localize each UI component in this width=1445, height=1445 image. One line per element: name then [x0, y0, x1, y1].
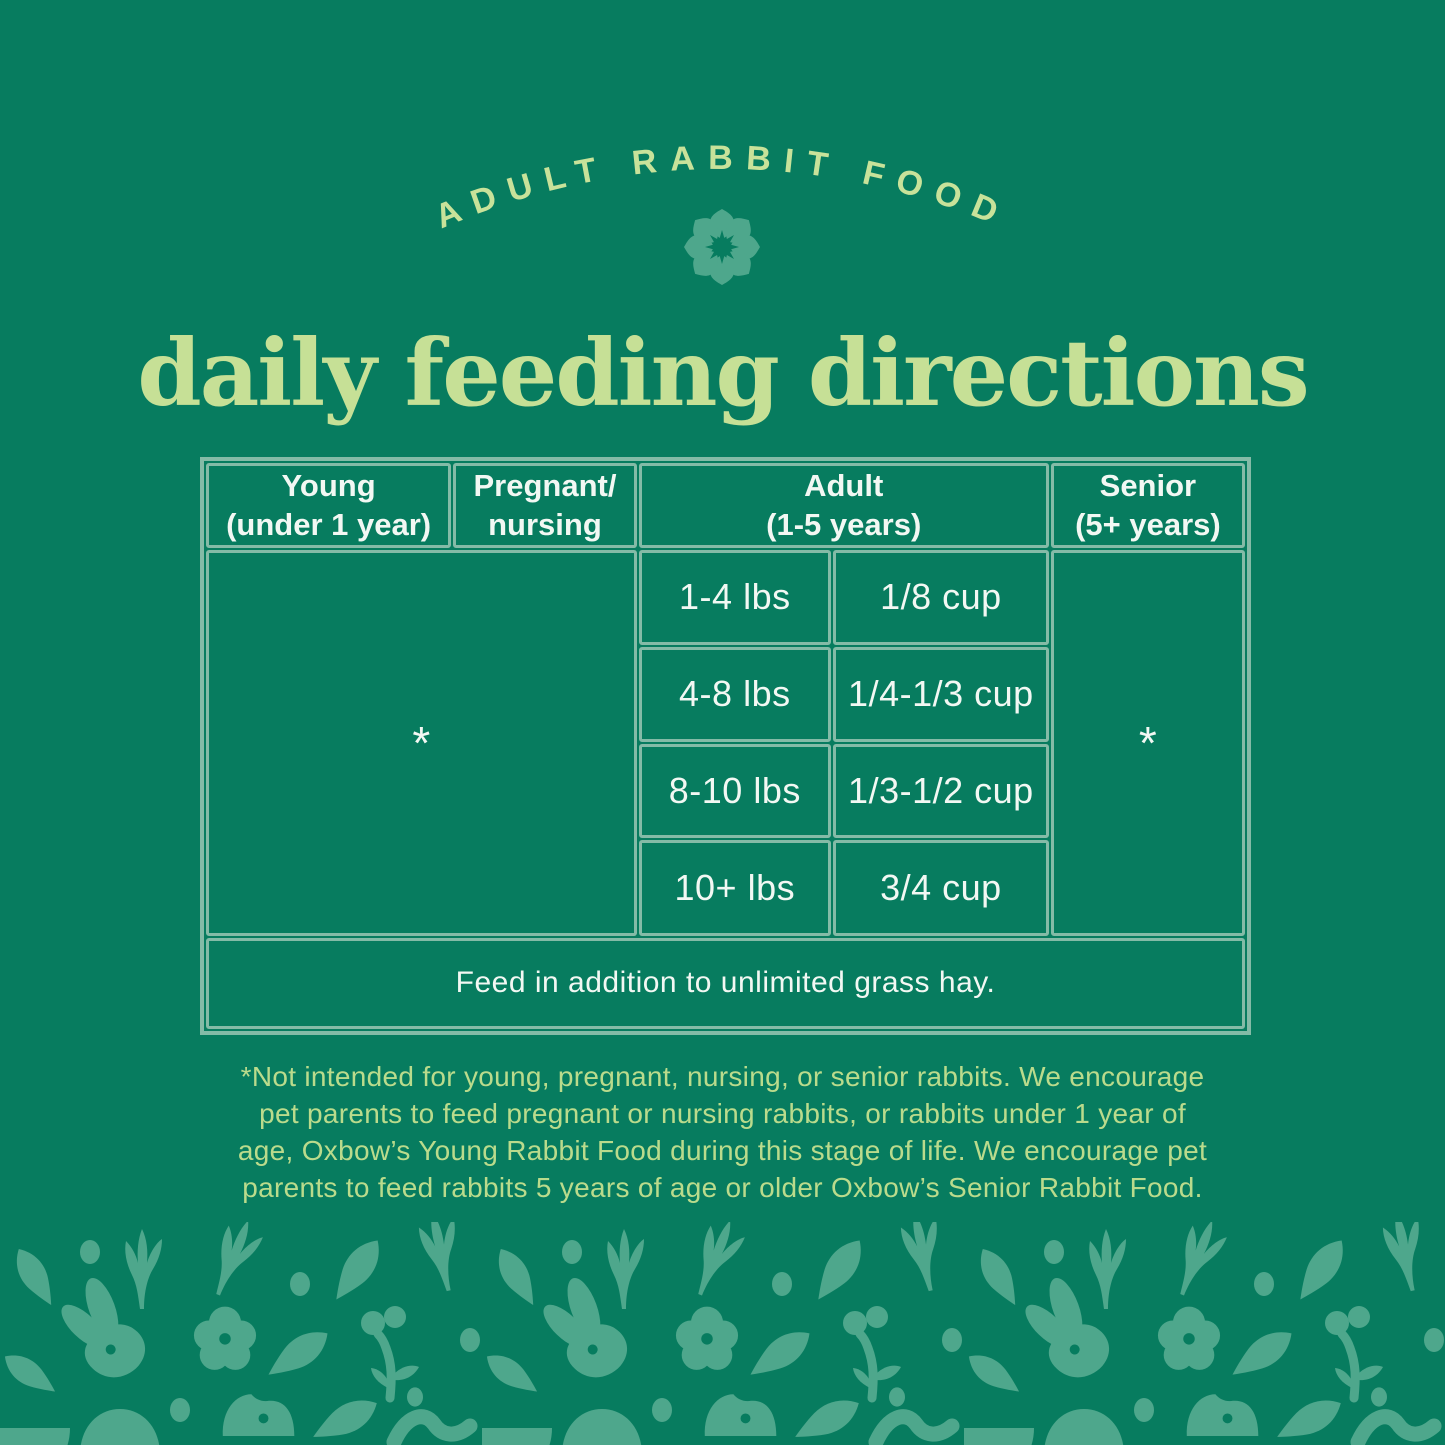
flower-star-cutout [705, 230, 739, 264]
young-pregnant-asterisk-cell: * [206, 549, 637, 936]
feeding-table: Young (under 1 year) Pregnant/ nursing A… [200, 457, 1251, 1035]
flower-icon [684, 209, 760, 285]
column-header-pregnant-nursing: Pregnant/ nursing [453, 463, 637, 548]
top-art: ADULT RABBIT FOOD [430, 139, 1002, 285]
table-footer-note: Feed in addition to unlimited grass hay. [206, 937, 1245, 1029]
table-cell-amount-4: 3/4 cup [832, 840, 1049, 936]
footnote-line-1: *Not intended for young, pregnant, nursi… [240, 1061, 1205, 1092]
table-cell-weight-2: 4-8 lbs [638, 646, 831, 743]
column-header-adult: Adult (1-5 years) [638, 463, 1049, 548]
column-header-adult-line1: Adult [804, 468, 884, 504]
footnote-line-2: pet parents to feed pregnant or nursing … [259, 1098, 1186, 1129]
footnote-line-4: parents to feed rabbits 5 years of age o… [242, 1172, 1203, 1203]
table-cell-weight-1: 1-4 lbs [638, 549, 831, 645]
column-header-young-line1: Young [281, 468, 376, 504]
footnote-line-3: age, Oxbow’s Young Rabbit Food during th… [237, 1135, 1208, 1166]
column-header-adult-line2: (1-5 years) [766, 507, 922, 543]
senior-asterisk-cell: * [1050, 549, 1245, 936]
column-header-pregnant-line1: Pregnant/ [473, 468, 617, 504]
column-header-pregnant-line2: nursing [488, 507, 602, 543]
page-title: daily feeding directions [137, 319, 1309, 427]
table-cell-amount-1: 1/8 cup [832, 549, 1049, 645]
table-cell-amount-3: 1/3-1/2 cup [832, 744, 1049, 839]
table-cell-weight-3: 8-10 lbs [638, 744, 831, 839]
decorative-pattern-band [0, 1222, 1445, 1445]
column-header-senior: Senior (5+ years) [1050, 463, 1245, 548]
column-header-young-line2: (under 1 year) [226, 507, 432, 543]
column-header-young: Young (under 1 year) [206, 463, 452, 548]
table-cell-weight-4: 10+ lbs [638, 840, 831, 936]
pattern-fill [0, 1222, 1445, 1445]
column-header-senior-line1: Senior [1099, 468, 1197, 504]
column-header-senior-line2: (5+ years) [1075, 507, 1221, 543]
table-cell-amount-2: 1/4-1/3 cup [832, 646, 1049, 743]
footnote: *Not intended for young, pregnant, nursi… [0, 1058, 1445, 1206]
